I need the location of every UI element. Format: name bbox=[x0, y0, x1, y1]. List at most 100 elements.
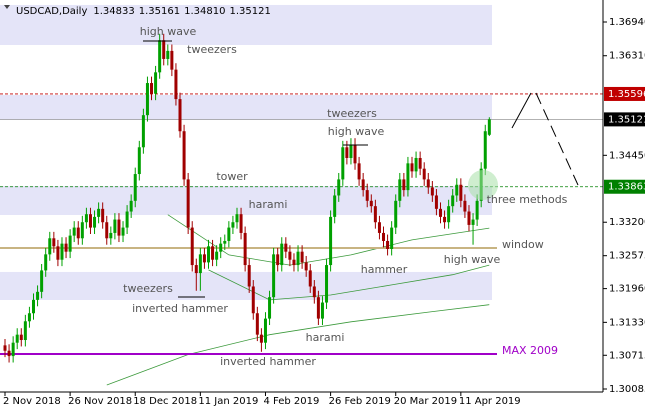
header-close: 1.35121 bbox=[229, 6, 270, 17]
candle-body bbox=[170, 50, 174, 70]
candle-body bbox=[44, 254, 48, 271]
candle-body bbox=[320, 302, 324, 319]
line-label: window bbox=[502, 238, 544, 251]
candle-body bbox=[308, 270, 312, 287]
candle-body bbox=[369, 200, 373, 207]
pattern-label: harami bbox=[306, 331, 345, 344]
drawings bbox=[143, 40, 579, 298]
highlight-circle bbox=[468, 170, 498, 200]
candle-body bbox=[117, 219, 121, 236]
moving-average bbox=[106, 304, 490, 386]
candle-body bbox=[158, 40, 162, 73]
candle-body bbox=[426, 179, 430, 188]
candle-body bbox=[235, 214, 239, 223]
candle-body bbox=[190, 227, 194, 266]
candle-body bbox=[284, 243, 288, 252]
candle-body bbox=[329, 216, 333, 266]
candle-body bbox=[174, 69, 178, 100]
candle-body bbox=[292, 259, 296, 266]
x-tick-label: 2 Nov 2018 bbox=[3, 396, 61, 407]
candle-body bbox=[23, 321, 27, 341]
candle-body bbox=[80, 222, 84, 239]
candle-body bbox=[259, 334, 263, 343]
candle-body bbox=[3, 345, 7, 351]
candle-body bbox=[64, 243, 68, 252]
candle-body bbox=[7, 350, 11, 357]
candle-body bbox=[438, 208, 442, 217]
candle-body bbox=[406, 163, 410, 191]
candle-body bbox=[247, 265, 251, 287]
candle-body bbox=[312, 286, 316, 298]
candle-body bbox=[227, 227, 231, 241]
candle-body bbox=[105, 222, 109, 239]
candle-body bbox=[382, 232, 386, 241]
candle-body bbox=[377, 222, 381, 233]
candle-body bbox=[48, 238, 52, 255]
zone bbox=[0, 271, 492, 300]
header-open: 1.34833 bbox=[93, 6, 134, 17]
candle-body bbox=[11, 342, 15, 357]
candle-body bbox=[390, 227, 394, 250]
candle-body bbox=[459, 184, 463, 201]
x-tick-label: 11 Jan 2019 bbox=[198, 396, 258, 407]
header: USDCAD,Daily 1.34833 1.35161 1.34810 1.35121 bbox=[16, 6, 271, 17]
candle-body bbox=[109, 232, 113, 239]
price-box bbox=[604, 86, 645, 101]
candle-body bbox=[93, 216, 97, 228]
x-tick-label: 18 Dec 2018 bbox=[133, 396, 197, 407]
candle-body bbox=[337, 179, 341, 196]
candle-body bbox=[410, 163, 414, 172]
candle-body bbox=[97, 208, 101, 217]
y-tick-label: 1.31960 bbox=[609, 284, 645, 295]
axes: 1.36940 1.36310 1.34450 1.33200 1.32575 1.319… bbox=[3, 17, 645, 407]
candle-body bbox=[467, 211, 471, 225]
candle-body bbox=[223, 240, 227, 244]
pattern-label: inverted hammer bbox=[132, 302, 228, 315]
price-box bbox=[604, 179, 645, 194]
zone bbox=[0, 94, 492, 120]
candle-body bbox=[88, 214, 92, 228]
header-arrow bbox=[4, 5, 10, 9]
candle-body bbox=[186, 179, 190, 228]
pattern-label: tweezers bbox=[327, 107, 377, 120]
candle-body bbox=[341, 147, 345, 180]
candle-body bbox=[251, 286, 255, 314]
candle-body bbox=[365, 190, 369, 201]
candle-body bbox=[56, 246, 60, 260]
candle-body bbox=[483, 131, 487, 169]
candle-body bbox=[141, 115, 145, 148]
candle-body bbox=[455, 184, 459, 196]
candle-body bbox=[154, 72, 158, 94]
candle-body bbox=[178, 99, 182, 132]
pattern-label: high wave bbox=[328, 125, 385, 138]
pattern-label: high wave bbox=[444, 253, 501, 266]
candle-body bbox=[394, 200, 398, 228]
pattern-label: tower bbox=[216, 170, 248, 183]
candle-body bbox=[263, 318, 267, 343]
price-box bbox=[604, 112, 645, 127]
moving-average bbox=[208, 264, 490, 301]
candle-body bbox=[316, 297, 320, 319]
candle-body bbox=[434, 195, 438, 209]
annotations: window MAX 2009 high wave tweezers tweezers h… bbox=[123, 25, 567, 368]
x-tick-label: 4 Feb 2019 bbox=[263, 396, 319, 407]
candle-body bbox=[386, 240, 390, 250]
candle-body bbox=[137, 147, 141, 175]
candle-body bbox=[272, 254, 276, 298]
candle-body bbox=[84, 214, 88, 223]
pattern-label: hammer bbox=[361, 263, 408, 276]
candle-body bbox=[349, 144, 353, 158]
pattern-label: high wave bbox=[140, 25, 197, 38]
candle-body bbox=[268, 297, 272, 319]
price-box-label: 1.35596 bbox=[608, 89, 645, 100]
zone bbox=[0, 4, 492, 45]
symbol: USDCAD,Daily bbox=[16, 6, 87, 17]
x-tick-label: 26 Nov 2018 bbox=[68, 396, 132, 407]
candle-body bbox=[255, 313, 259, 335]
candle-body bbox=[129, 200, 133, 212]
header-high: 1.35161 bbox=[139, 6, 180, 17]
pattern-label: inverted hammer bbox=[220, 355, 316, 368]
candle-body bbox=[52, 238, 56, 247]
candle-body bbox=[361, 179, 365, 191]
candle-body bbox=[60, 243, 64, 260]
